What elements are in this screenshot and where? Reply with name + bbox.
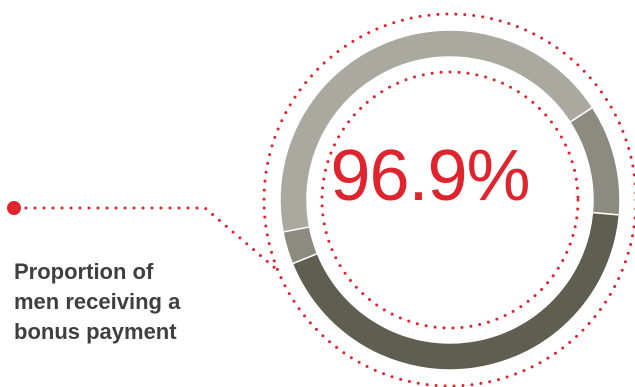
red-dot-marker-icon — [7, 201, 21, 215]
caption-line-1: Proportion of — [14, 259, 154, 284]
donut-segment-value-mid — [568, 106, 621, 216]
donut-segment-remainder — [282, 226, 319, 265]
donut-segment-value-dark — [291, 211, 621, 371]
donut-segments — [279, 29, 621, 371]
caption-line-2: men receiving a — [14, 289, 181, 314]
center-percentage-label: 96.9% — [330, 136, 530, 216]
leader-line — [15, 206, 277, 270]
donut-segment-value-light — [279, 29, 594, 245]
chart-caption: Proportion of men receiving a bonus paym… — [14, 257, 254, 347]
caption-line-3: bonus payment — [14, 319, 177, 344]
outer-dotted-ring — [262, 12, 635, 387]
inner-dotted-ring — [320, 70, 580, 330]
